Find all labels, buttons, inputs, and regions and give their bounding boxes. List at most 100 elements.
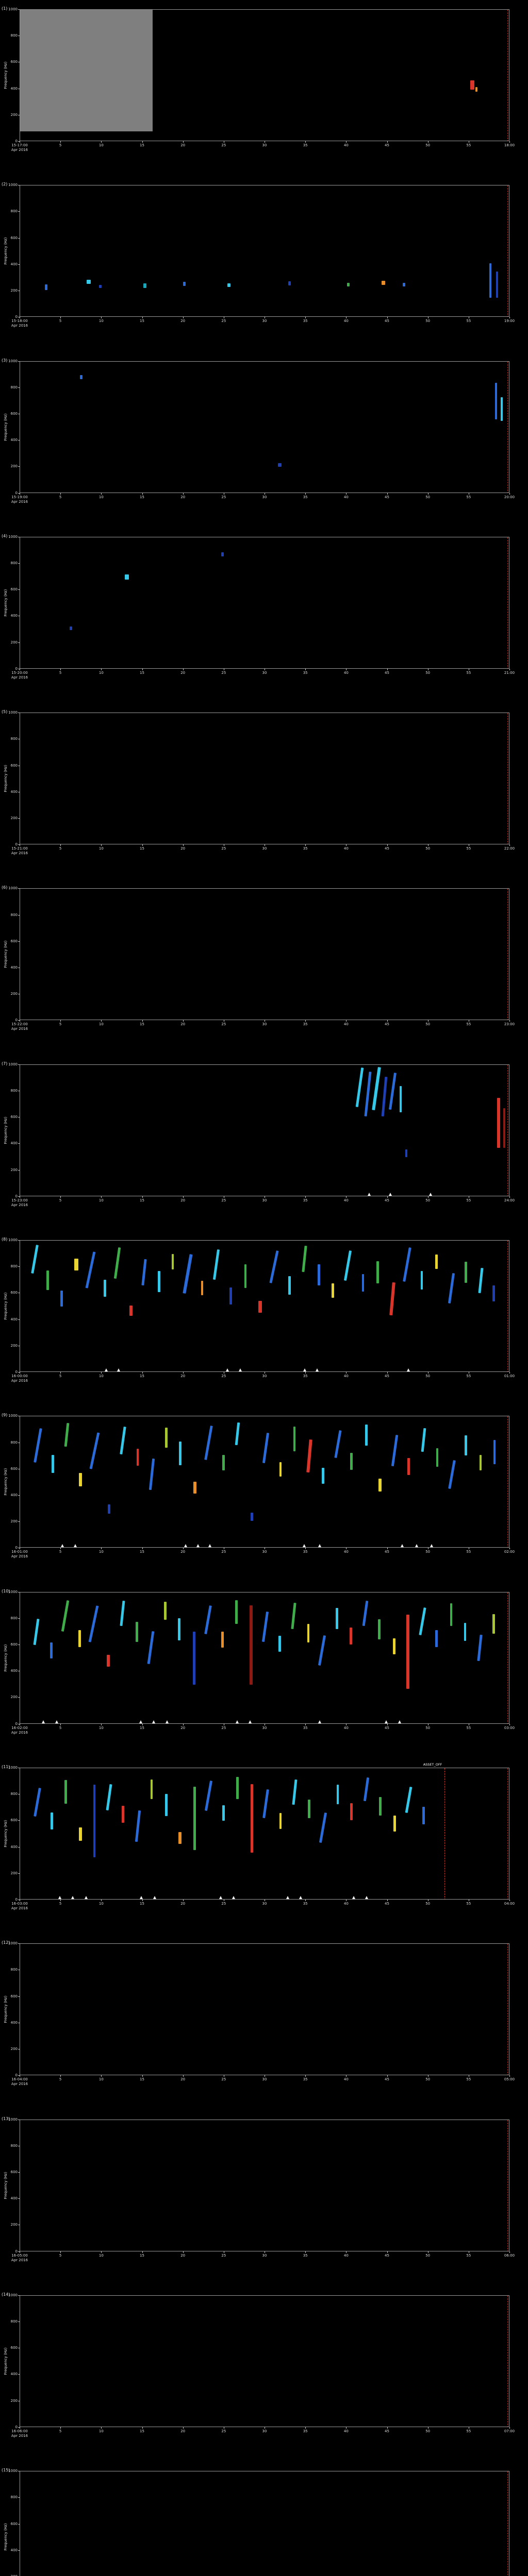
spectrogram-panel: (15) Frequency (Hz) 02004006008001000510… bbox=[0, 2462, 528, 2576]
call-trace bbox=[178, 1442, 182, 1466]
x-tick-label: 55 bbox=[466, 1198, 471, 1202]
y-tick-label: 400 bbox=[10, 2196, 18, 2201]
detection-marker bbox=[318, 1544, 321, 1548]
y-tick-label: 0 bbox=[15, 1018, 18, 1023]
call-trace bbox=[69, 626, 72, 631]
y-tick-label: 0 bbox=[15, 666, 18, 671]
y-tick bbox=[18, 642, 20, 643]
y-tick bbox=[18, 1266, 20, 1267]
x-tick-label: 20 bbox=[180, 1725, 186, 1730]
x-tick bbox=[387, 1723, 388, 1725]
call-trace bbox=[171, 1253, 174, 1270]
x-tick-label: 25 bbox=[221, 1550, 226, 1554]
call-trace bbox=[448, 1460, 456, 1489]
call-trace bbox=[318, 1635, 326, 1666]
spectrogram-plot bbox=[20, 1064, 509, 1196]
panel-index-label: (5) bbox=[2, 709, 8, 715]
detection-marker bbox=[430, 1544, 433, 1548]
x-tick-label: 30 bbox=[262, 1198, 267, 1202]
detection-marker bbox=[74, 1544, 77, 1548]
panel-index-label: (10) bbox=[2, 1588, 10, 1594]
call-trace bbox=[201, 1281, 204, 1296]
x-tick-label: 5 bbox=[59, 2253, 62, 2258]
call-trace bbox=[392, 1638, 395, 1654]
x-end-time-label: 23:00 bbox=[504, 1022, 515, 1027]
y-tick bbox=[18, 589, 20, 590]
call-trace bbox=[450, 1603, 453, 1626]
x-tick bbox=[305, 493, 306, 495]
detection-marker bbox=[55, 1720, 58, 1723]
x-tick-label: 50 bbox=[425, 2429, 431, 2433]
x-tick-label: 40 bbox=[343, 1198, 349, 1202]
x-tick-label: 5 bbox=[59, 1550, 62, 1554]
x-tick-label: 30 bbox=[262, 1550, 267, 1554]
x-tick-label: 55 bbox=[466, 2429, 471, 2433]
x-tick bbox=[60, 1899, 61, 1901]
x-tick-label: 45 bbox=[385, 2253, 389, 2258]
y-tick-label: 0 bbox=[15, 490, 18, 495]
call-trace bbox=[46, 1270, 50, 1291]
spectrogram-panel: (9) Frequency (Hz) 0 200 400 600 800 1000 5 10 1… bbox=[0, 1406, 528, 1582]
x-tick bbox=[305, 844, 306, 846]
x-tick-label: 20 bbox=[180, 1901, 186, 1906]
x-tick-label: 50 bbox=[425, 1374, 431, 1379]
x-tick-label: 30 bbox=[262, 319, 267, 324]
x-tick-label: 15 bbox=[140, 2429, 144, 2433]
x-tick-label: 20 bbox=[180, 495, 186, 499]
y-axis-label: Frequency (Hz) bbox=[4, 2523, 8, 2551]
y-tick-label: 400 bbox=[10, 1844, 18, 1849]
detection-marker bbox=[302, 1544, 306, 1548]
x-tick-label: 35 bbox=[303, 670, 308, 675]
x-tick-label: 45 bbox=[385, 1022, 389, 1027]
x-tick-label: 15 bbox=[140, 670, 144, 675]
x-end-time-label: 24:00 bbox=[504, 1198, 515, 1202]
x-tick-label: 55 bbox=[466, 1550, 471, 1554]
x-tick bbox=[101, 2427, 102, 2429]
x-start-date-label: Apr 2016 bbox=[11, 851, 28, 856]
x-tick bbox=[387, 1372, 388, 1374]
y-tick-label: 600 bbox=[10, 1818, 18, 1823]
x-tick bbox=[142, 668, 143, 670]
x-tick-label: 15 bbox=[140, 1725, 144, 1730]
y-tick-label: 1000 bbox=[8, 1765, 18, 1770]
x-end-time-label: 18:00 bbox=[504, 143, 515, 147]
call-trace bbox=[492, 1614, 495, 1634]
detection-marker bbox=[140, 1895, 143, 1899]
x-start-time-label: 16-06:00 bbox=[11, 2429, 28, 2433]
y-tick bbox=[18, 844, 20, 845]
spectrogram-plot bbox=[20, 361, 509, 493]
x-tick-label: 5 bbox=[59, 495, 62, 499]
detection-marker bbox=[389, 1192, 392, 1196]
x-tick-label: 45 bbox=[385, 1550, 389, 1554]
call-trace bbox=[269, 1250, 279, 1284]
x-tick-label: 55 bbox=[466, 2253, 471, 2258]
x-tick-label: 55 bbox=[466, 1725, 471, 1730]
x-tick bbox=[305, 2427, 306, 2429]
y-tick-label: 1000 bbox=[8, 359, 18, 363]
y-axis-label: Frequency (Hz) bbox=[4, 589, 8, 617]
x-tick bbox=[509, 1372, 510, 1374]
detection-marker bbox=[42, 1720, 45, 1723]
y-axis-label: Frequency (Hz) bbox=[4, 61, 8, 89]
call-trace bbox=[278, 463, 282, 467]
x-tick-label: 10 bbox=[98, 1550, 104, 1554]
x-start-date-label: Apr 2016 bbox=[11, 324, 28, 328]
call-trace bbox=[205, 1781, 213, 1811]
x-tick-label: 5 bbox=[59, 846, 62, 851]
y-tick-label: 0 bbox=[15, 1721, 18, 1726]
spectrogram-plot bbox=[20, 2295, 509, 2427]
x-tick bbox=[60, 1020, 61, 1022]
spectrogram-panel: (12) Frequency (Hz) 0 200 400 600 800 1000 5 10… bbox=[0, 1934, 528, 2110]
x-tick-label: 30 bbox=[262, 2077, 267, 2082]
x-tick-label: 25 bbox=[221, 2429, 226, 2433]
x-tick-label: 5 bbox=[59, 1901, 62, 1906]
x-tick-label: 10 bbox=[98, 319, 104, 324]
y-tick-label: 200 bbox=[10, 289, 18, 293]
y-tick-label: 200 bbox=[10, 1871, 18, 1875]
x-start-time-label: 16-02:00 bbox=[11, 1725, 28, 1730]
x-end-time-label: 02:00 bbox=[504, 1550, 515, 1554]
x-tick bbox=[305, 1020, 306, 1022]
call-trace bbox=[350, 1452, 353, 1470]
y-axis-label: Frequency (Hz) bbox=[4, 2172, 8, 2199]
